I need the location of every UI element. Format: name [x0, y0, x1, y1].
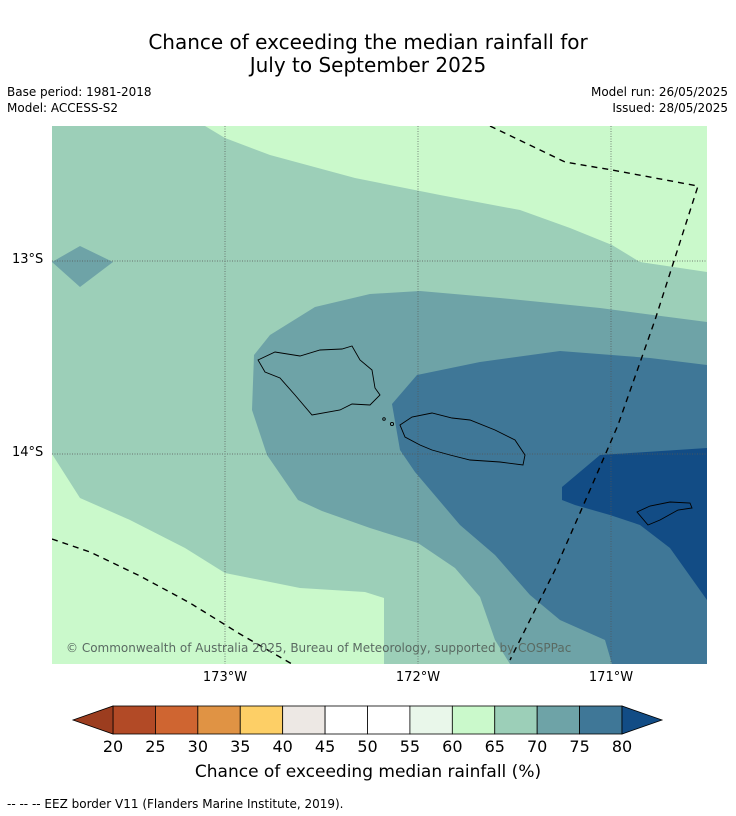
copyright-notice: © Commonwealth of Australia 2025, Bureau…: [66, 641, 572, 655]
colorbar-tick-label: 45: [314, 737, 336, 756]
colorbar-tick-label: 40: [272, 737, 293, 756]
islet: [382, 417, 386, 421]
colorbar-cell: [239, 705, 284, 735]
lon-label-171w: 171°W: [588, 670, 634, 685]
colorbar-over-arrow: [621, 705, 664, 735]
model-run: Model run: 26/05/2025: [590, 85, 728, 99]
gridlines: [52, 126, 707, 664]
colorbar-tick-label: 70: [526, 737, 548, 756]
colorbar-tick-label: 80: [611, 737, 633, 756]
savaii-island: [257, 345, 381, 416]
tutuila-island: [636, 501, 693, 526]
colorbar-cell: [112, 705, 156, 735]
issued-date: Issued: 28/05/2025: [612, 101, 728, 115]
colorbar-tick-label: 25: [145, 737, 166, 756]
zone-75-80: [392, 351, 707, 664]
eez-border: [52, 126, 699, 664]
colorbar-cell: [494, 705, 538, 735]
chart-title: Chance of exceeding the median rainfall …: [0, 31, 736, 77]
colorbar-tick-label: 30: [187, 737, 209, 756]
colorbar-tick-label: 65: [484, 737, 505, 756]
base-period: Base period: 1981-2018: [7, 85, 152, 99]
colorbar-cell: [451, 705, 496, 735]
upolu-island: [399, 412, 526, 466]
meta-right: Model run: 26/05/2025 Issued: 28/05/2025: [591, 84, 728, 116]
colorbar-cell: [282, 705, 326, 735]
eez-footnote: -- -- -- EEZ border V11 (Flanders Marine…: [7, 797, 344, 811]
lat-label-14s: 14°S: [12, 445, 44, 460]
colorbar-cell: [579, 705, 623, 735]
zone-above-80: [562, 448, 707, 600]
colorbar-cell: [409, 705, 453, 735]
coastlines: [257, 345, 693, 526]
colorbar-cell: [197, 705, 241, 735]
colorbar-tick-label: 35: [230, 737, 251, 756]
colorbar-tick-label: 60: [442, 737, 463, 756]
title-line-2: July to September 2025: [249, 53, 487, 77]
colorbar-label: Chance of exceeding median rainfall (%): [194, 762, 542, 782]
meta-left: Base period: 1981-2018 Model: ACCESS-S2: [7, 84, 152, 116]
zone-70-75-patch: [52, 246, 113, 287]
colorbar-cell: [367, 705, 411, 735]
colorbar-cell: [155, 705, 199, 735]
model-name: Model: ACCESS-S2: [7, 101, 119, 115]
colorbar-tick-label: 20: [102, 737, 124, 756]
lat-label-13s: 13°S: [12, 252, 44, 267]
colorbar-tick-label: 55: [399, 737, 421, 756]
lon-label-173w: 173°W: [202, 670, 248, 685]
colorbar-cell: [536, 705, 580, 735]
title-line-1: Chance of exceeding the median rainfall …: [148, 30, 588, 54]
islet: [389, 421, 395, 427]
colorbar-tick-label: 75: [569, 737, 590, 756]
colorbar-under-arrow: [71, 705, 114, 735]
colorbar-tick-label: 50: [357, 737, 378, 756]
colorbar-cell: [324, 705, 368, 735]
lon-label-172w: 172°W: [395, 670, 441, 685]
